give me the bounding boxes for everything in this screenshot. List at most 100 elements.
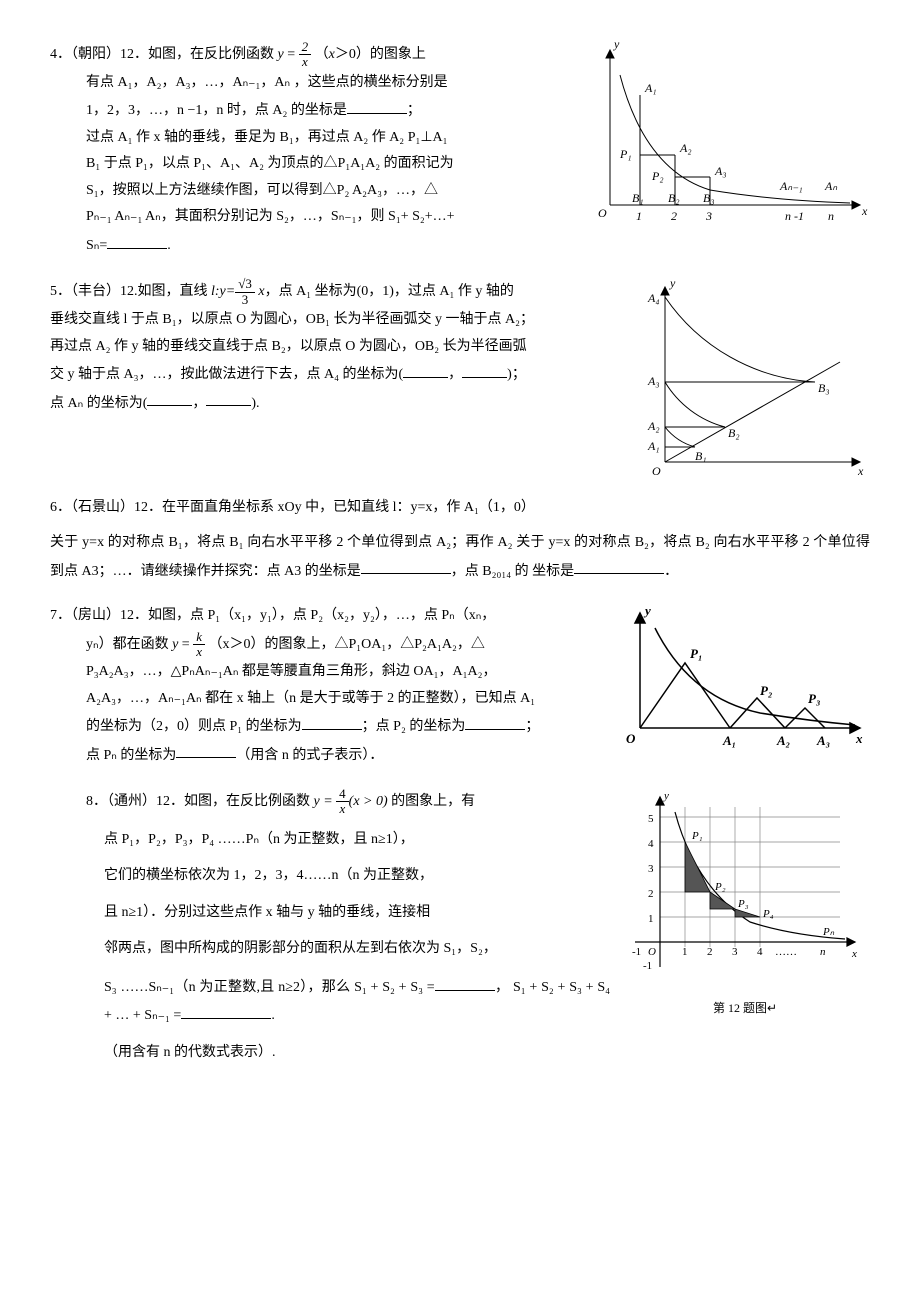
q5-fn: √3 (235, 277, 255, 292)
q6-text: 6．（石景山）12．在平面直角坐标系 xOy 中，已知直线 l：y=x，作 A₁… (50, 495, 870, 585)
axis-x: x (857, 464, 864, 477)
x1: 1 (682, 946, 688, 958)
q4-frac-den: x (299, 55, 312, 69)
pt-b2: B₂ (668, 191, 680, 205)
ya3: A₃ (647, 374, 660, 388)
ya4: A₄ (647, 291, 660, 305)
q8-l7: （用含有 n 的代数式表示）. (104, 1045, 276, 1060)
xt-4: n -1 (785, 209, 804, 223)
q7-l6a: 点 Pₙ 的坐标为 (86, 747, 176, 762)
q4-figure: y x O A₁ A₂ A₃ Aₙ₋₁ Aₙ P₁ P₂ B₁ B₂ B₃ 1 … (590, 40, 870, 230)
q5-l5c: ). (251, 395, 259, 410)
q5-fd: 3 (235, 293, 255, 307)
q5-l3: 再过点 A₂ 作 y 轴的垂线交直线于点 B₂，以原点 O 为圆心，OB₂ 长为… (50, 339, 527, 354)
ya2: A₂ (647, 419, 660, 433)
blank[interactable] (107, 231, 167, 249)
q7-l5c: ； (525, 719, 539, 734)
axy: y (643, 603, 651, 618)
q8-l6c: . (271, 1008, 275, 1023)
q8-fn: 4 (336, 787, 349, 802)
blank[interactable] (462, 360, 507, 378)
axx: x (851, 948, 857, 960)
a1: A₁ (722, 733, 736, 748)
q8-figure: y x O 5 4 3 2 1 -1 -1 1 2 3 4 n …… P₁ P₂… (620, 787, 870, 1020)
q8-l1b: 的图象上，有 (388, 794, 476, 809)
y1: 1 (648, 913, 654, 925)
q6-l1: 在平面直角坐标系 xOy 中，已知直线 l：y=x，作 A₁（1，0） (162, 500, 535, 515)
q8-l2: 点 P₁，P₂，P₃，P₄ ……Pₙ（n 为正整数，且 n≥1）， (104, 832, 414, 847)
blank[interactable] (403, 360, 448, 378)
q6-l2b: ，点 B₂₀₁₄ 的 (451, 563, 529, 578)
q8-l3: 它们的横坐标依次为 1，2，3，4……n（n 为正整数， (104, 868, 433, 883)
blank[interactable] (147, 389, 192, 407)
q4-l6: S₁，按照以上方法继续作图，可以得到△P₂ A₂A₃，…，△ (86, 183, 438, 198)
xn: n (820, 946, 826, 958)
axis-y: y (669, 277, 676, 290)
b2: B₂ (728, 426, 740, 440)
q7-l4: A₂A₃，…，Aₙ₋₁Aₙ 都在 x 轴上（n 是大于或等于 2 的正整数），已… (86, 691, 535, 706)
q5-l2: 垂线交直线 l 于点 B₁，以原点 O 为圆心，OB₁ 长为半径画弧交 y 一轴… (50, 312, 534, 327)
y3: 3 (648, 863, 654, 875)
ppn: Pₙ (822, 926, 835, 938)
blank[interactable] (176, 741, 236, 759)
q5-l4c: )； (507, 367, 526, 382)
pt-an: Aₙ (824, 179, 837, 193)
question-7: y x O P₁ P₂ P₃ A₁ A₂ A₃ 7．（房山）12．如图，点 P₁… (50, 603, 870, 769)
blank[interactable] (302, 712, 362, 730)
q4-frac-num: 2 (299, 40, 312, 55)
blank[interactable] (574, 557, 664, 575)
q7-l3: P₃A₂A₃，…，△PₙAₙ₋₁Aₙ 都是等腰直角三角形，斜边 OA₁，A₁A₂… (86, 664, 497, 679)
q8-l5: 邻两点，图中所构成的阴影部分的面积从左到右依次为 S₁，S₂， (104, 941, 497, 956)
q4-l3b: ； (407, 103, 421, 118)
q6-l3b: ． (664, 563, 678, 578)
q7-l2b: （x＞0）的图象上，△P₁OA₁，△P₂A₁A₂，△ (208, 637, 484, 652)
q8-caption: 第 12 题图↵ (620, 997, 870, 1020)
pt-a2: A₂ (679, 141, 692, 155)
q7-l5a: 的坐标为（2，0）则点 P₁ 的坐标为 (86, 719, 302, 734)
ya1: A₁ (647, 439, 660, 453)
blank[interactable] (465, 712, 525, 730)
q5-l1a: 如图，直线 (138, 284, 212, 299)
x2: 2 (707, 946, 713, 958)
blank[interactable] (435, 973, 495, 991)
xt-2: 2 (671, 209, 677, 223)
p3: P₃ (808, 691, 820, 706)
blank[interactable] (181, 1001, 271, 1019)
xd: …… (775, 946, 797, 958)
axis-y-label: y (613, 40, 620, 51)
q6-label: 6．（石景山）12． (50, 500, 162, 515)
q8-l6a: S₃ ……Sₙ₋₁（n 为正整数,且 n≥2），那么 S₁ + S₂ + S₃ … (104, 980, 435, 995)
xt-1: 1 (636, 209, 642, 223)
q4-l8b: . (167, 238, 171, 253)
pt-an1: Aₙ₋₁ (779, 179, 803, 193)
q4-label: 4．（朝阳）12． (50, 47, 148, 62)
pp3: P₃ (737, 898, 749, 910)
q8-l1a: 如图，在反比例函数 (184, 794, 314, 809)
pt-b3: B₃ (703, 191, 715, 205)
q4-l1b: （ (315, 47, 329, 62)
q4-l1c: ＞0）的图象上 (335, 47, 426, 62)
xt-3: 3 (705, 209, 712, 223)
blank[interactable] (206, 389, 251, 407)
axis-o: O (652, 464, 661, 477)
blank[interactable] (347, 96, 407, 114)
q5-figure: y x O A₁ A₂ A₃ A₄ B₁ B₂ B₃ (640, 277, 870, 477)
xt-5: n (828, 209, 834, 223)
origin-label: O (598, 206, 607, 220)
y5: 5 (648, 813, 654, 825)
q4-l2: 有点 A₁，A₂，A₃，…，Aₙ₋₁，Aₙ ，这些点的横坐标分别是 (86, 75, 448, 90)
pt-a1: A₁ (644, 81, 657, 95)
q7-figure: y x O P₁ P₂ P₃ A₁ A₂ A₃ (620, 603, 870, 753)
blank[interactable] (361, 557, 451, 575)
q7-l6b: （用含 n 的式子表示）． (236, 747, 383, 762)
q7-fn: k (193, 630, 205, 645)
q5-eqp: l:y= (211, 284, 235, 299)
a2: A₂ (776, 733, 790, 748)
axy: y (663, 790, 669, 802)
q5-l5b: ， (192, 395, 206, 410)
q5-label: 5．（丰台）12. (50, 284, 138, 299)
pt-b1: B₁ (632, 191, 644, 205)
x3: 3 (732, 946, 738, 958)
p2: P₂ (760, 683, 772, 698)
q7-l1: 如图，点 P₁（x₁，y₁），点 P₂（x₂，y₂），…，点 Pₙ（xₙ， (148, 608, 495, 623)
